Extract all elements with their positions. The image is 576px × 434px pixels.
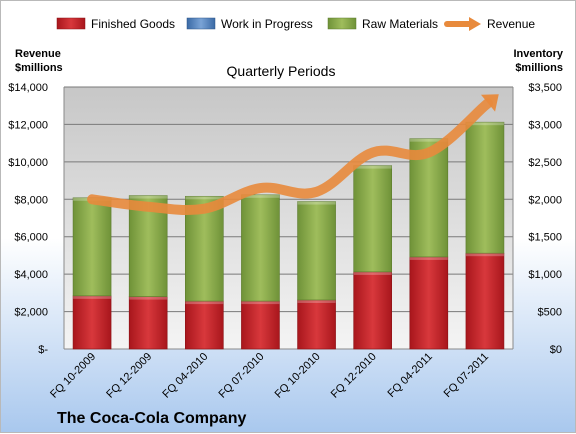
legend-item-revenue: Revenue: [444, 17, 535, 31]
bar-highlight: [129, 296, 168, 300]
bar-highlight: [409, 138, 448, 142]
left-tick-label: $6,000: [14, 232, 48, 244]
left-tick-label: $10,000: [8, 157, 48, 169]
right-tick-labels: $0 $500 $1,000 $1,500 $2,000 $2,500 $3,000 $3,5…: [528, 82, 562, 356]
right-tick-label: $3,500: [528, 82, 562, 94]
legend-label-work-in-progress: Work in Progress: [221, 17, 313, 31]
bar-highlight: [241, 194, 280, 198]
revenue-arrowhead: [480, 94, 499, 112]
revenue-line: [87, 98, 494, 216]
legend-item-finished-goods: Finished Goods: [56, 17, 175, 31]
left-tick-label: $8,000: [14, 194, 48, 206]
bar-finished-goods: [409, 256, 449, 350]
right-tick-label: $1,500: [528, 232, 562, 244]
bar-raw-materials: [241, 194, 280, 302]
bar-finished-goods: [72, 295, 112, 350]
bars: [72, 121, 505, 350]
legend-arrow-revenue: [469, 17, 481, 31]
right-tick-label: $500: [538, 307, 562, 319]
left-tick-label: $12,000: [8, 119, 48, 131]
bar-highlight: [297, 299, 336, 303]
bar-finished-goods: [241, 300, 280, 350]
left-axis-title-line1: Revenue: [15, 48, 61, 60]
x-tick-label: FQ 07-2011: [442, 351, 491, 400]
bar-finished-goods: [185, 300, 224, 350]
left-axis-title-line2: $millions: [15, 62, 63, 74]
bar-highlight: [185, 196, 224, 200]
left-tick-label: $14,000: [8, 82, 48, 94]
legend: Finished Goods Work in Progress Raw Mate…: [56, 17, 535, 31]
legend-label-raw-materials: Raw Materials: [362, 17, 438, 31]
right-tick-label: $0: [550, 344, 562, 356]
legend-swatch-finished-goods: [56, 17, 86, 30]
bar-finished-goods: [128, 296, 168, 350]
bar-finished-goods: [297, 299, 336, 350]
x-tick-labels: FQ 10-2009 FQ 12-2009 FQ 04-2010 FQ 07-2010…: [48, 351, 491, 401]
chart-subtitle: Quarterly Periods: [227, 63, 336, 79]
x-tick-label: FQ 12-2009: [104, 351, 154, 401]
bar-finished-goods: [353, 271, 392, 350]
legend-label-revenue: Revenue: [487, 17, 535, 31]
bar-highlight: [465, 122, 504, 126]
right-tick-label: $2,000: [528, 194, 562, 206]
left-tick-label: $-: [38, 344, 48, 356]
bar-highlight: [73, 295, 112, 299]
x-tick-label: FQ 12-2010: [329, 351, 379, 401]
company-name: The Coca-Cola Company: [57, 410, 246, 427]
right-tick-label: $3,000: [528, 119, 562, 131]
left-tick-labels: $- $2,000 $4,000 $6,000 $8,000 $10,000 $12,000…: [8, 82, 48, 356]
bar-finished-goods: [465, 252, 505, 350]
right-axis-title-line1: Inventory: [513, 48, 563, 60]
bar-raw-materials: [297, 201, 336, 301]
right-tick-label: $1,000: [528, 269, 562, 281]
bar-highlight: [353, 271, 392, 275]
legend-swatch-work-in-progress: [186, 17, 216, 30]
left-tick-label: $2,000: [14, 307, 48, 319]
legend-item-raw-materials: Raw Materials: [327, 17, 438, 31]
legend-label-finished-goods: Finished Goods: [91, 17, 175, 31]
bar-raw-materials: [353, 165, 392, 273]
x-tick-label: FQ 07-2010: [217, 351, 267, 401]
bar-highlight: [409, 256, 448, 260]
bar-highlight: [297, 201, 336, 205]
bar-raw-materials: [72, 197, 112, 297]
x-tick-label: FQ 10-2009: [48, 351, 98, 401]
x-tick-label: FQ 04-2010: [160, 351, 210, 401]
revenue-layer: [87, 94, 499, 216]
bar-highlight: [465, 253, 504, 257]
left-tick-label: $4,000: [14, 269, 48, 281]
x-tick-label: FQ 04-2011: [386, 351, 435, 400]
bar-raw-materials: [465, 121, 505, 254]
bar-highlight: [241, 301, 280, 305]
bar-highlight: [353, 165, 392, 169]
x-tick-label: FQ 10-2010: [273, 351, 323, 401]
bar-highlight: [129, 195, 168, 199]
bar-highlight: [185, 301, 224, 305]
legend-item-work-in-progress: Work in Progress: [186, 17, 313, 31]
right-axis-title-line2: $millions: [515, 62, 563, 74]
legend-swatch-raw-materials: [327, 17, 357, 30]
right-tick-label: $2,500: [528, 157, 562, 169]
